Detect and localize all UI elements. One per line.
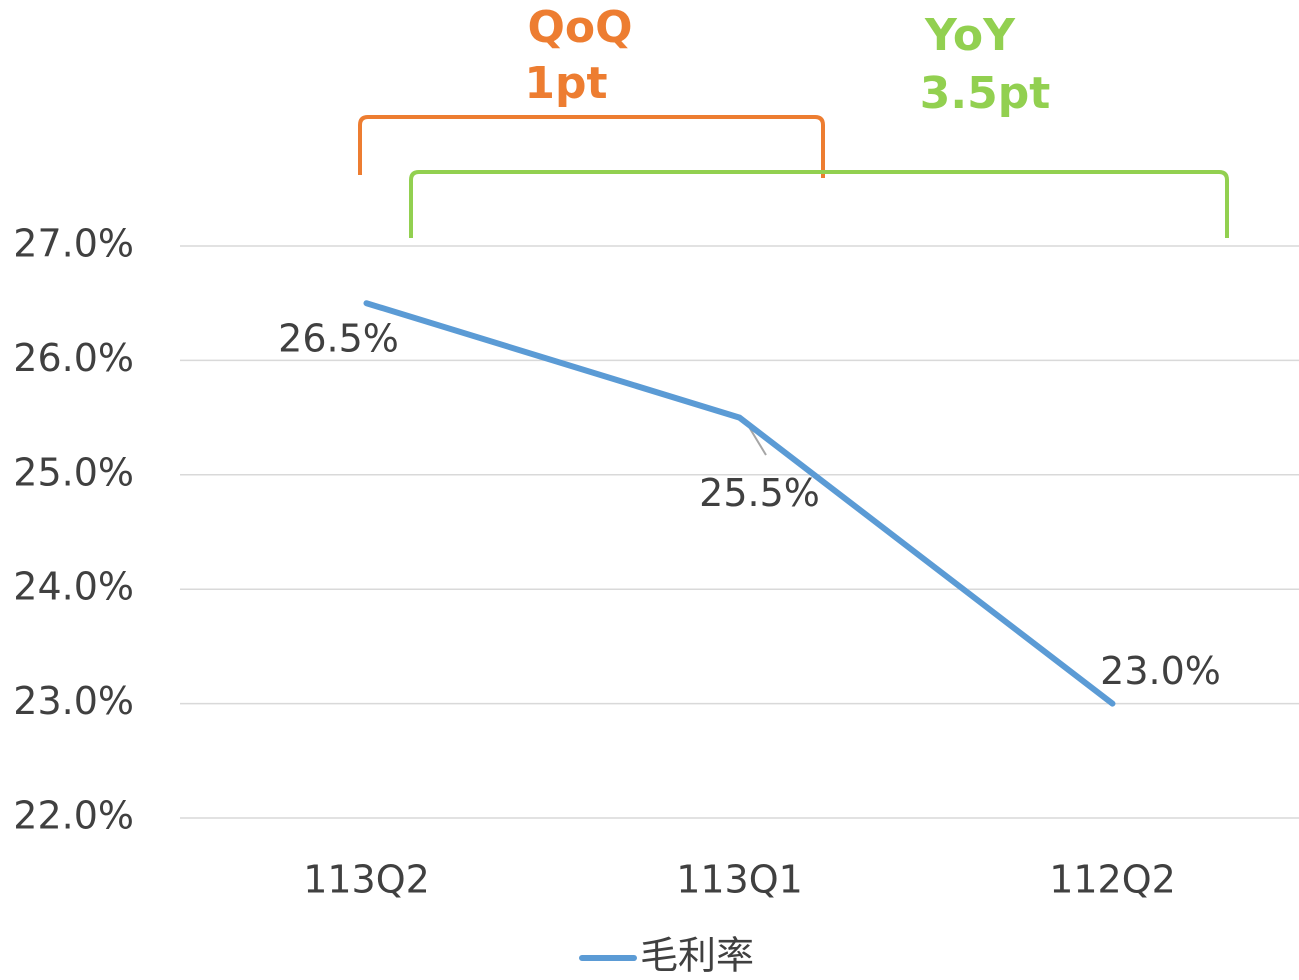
x-tick-label: 113Q2	[303, 858, 430, 902]
y-tick-label: 27.0%	[13, 222, 134, 266]
y-tick-label: 26.0%	[13, 336, 134, 380]
annotation: QoQ	[527, 2, 632, 53]
annotation: YoY	[924, 10, 1016, 61]
legend-label: 毛利率	[640, 934, 754, 978]
data-label: 25.5%	[699, 471, 820, 515]
y-tick-label: 25.0%	[13, 450, 134, 494]
line	[363, 300, 1116, 707]
x-tick-label: 113Q1	[676, 858, 803, 902]
y-tick-label: 23.0%	[13, 679, 134, 723]
y-tick-label: 24.0%	[13, 565, 134, 609]
yoy-bracket	[409, 170, 1229, 238]
annotation: 1pt	[524, 58, 607, 109]
qoq-bracket	[358, 115, 825, 178]
y-tick-label: 22.0%	[13, 794, 134, 838]
x-tick-label: 112Q2	[1049, 858, 1176, 902]
data-label: 23.0%	[1100, 649, 1221, 693]
annotation: 3.5pt	[920, 68, 1050, 119]
data-label: 26.5%	[278, 317, 399, 361]
